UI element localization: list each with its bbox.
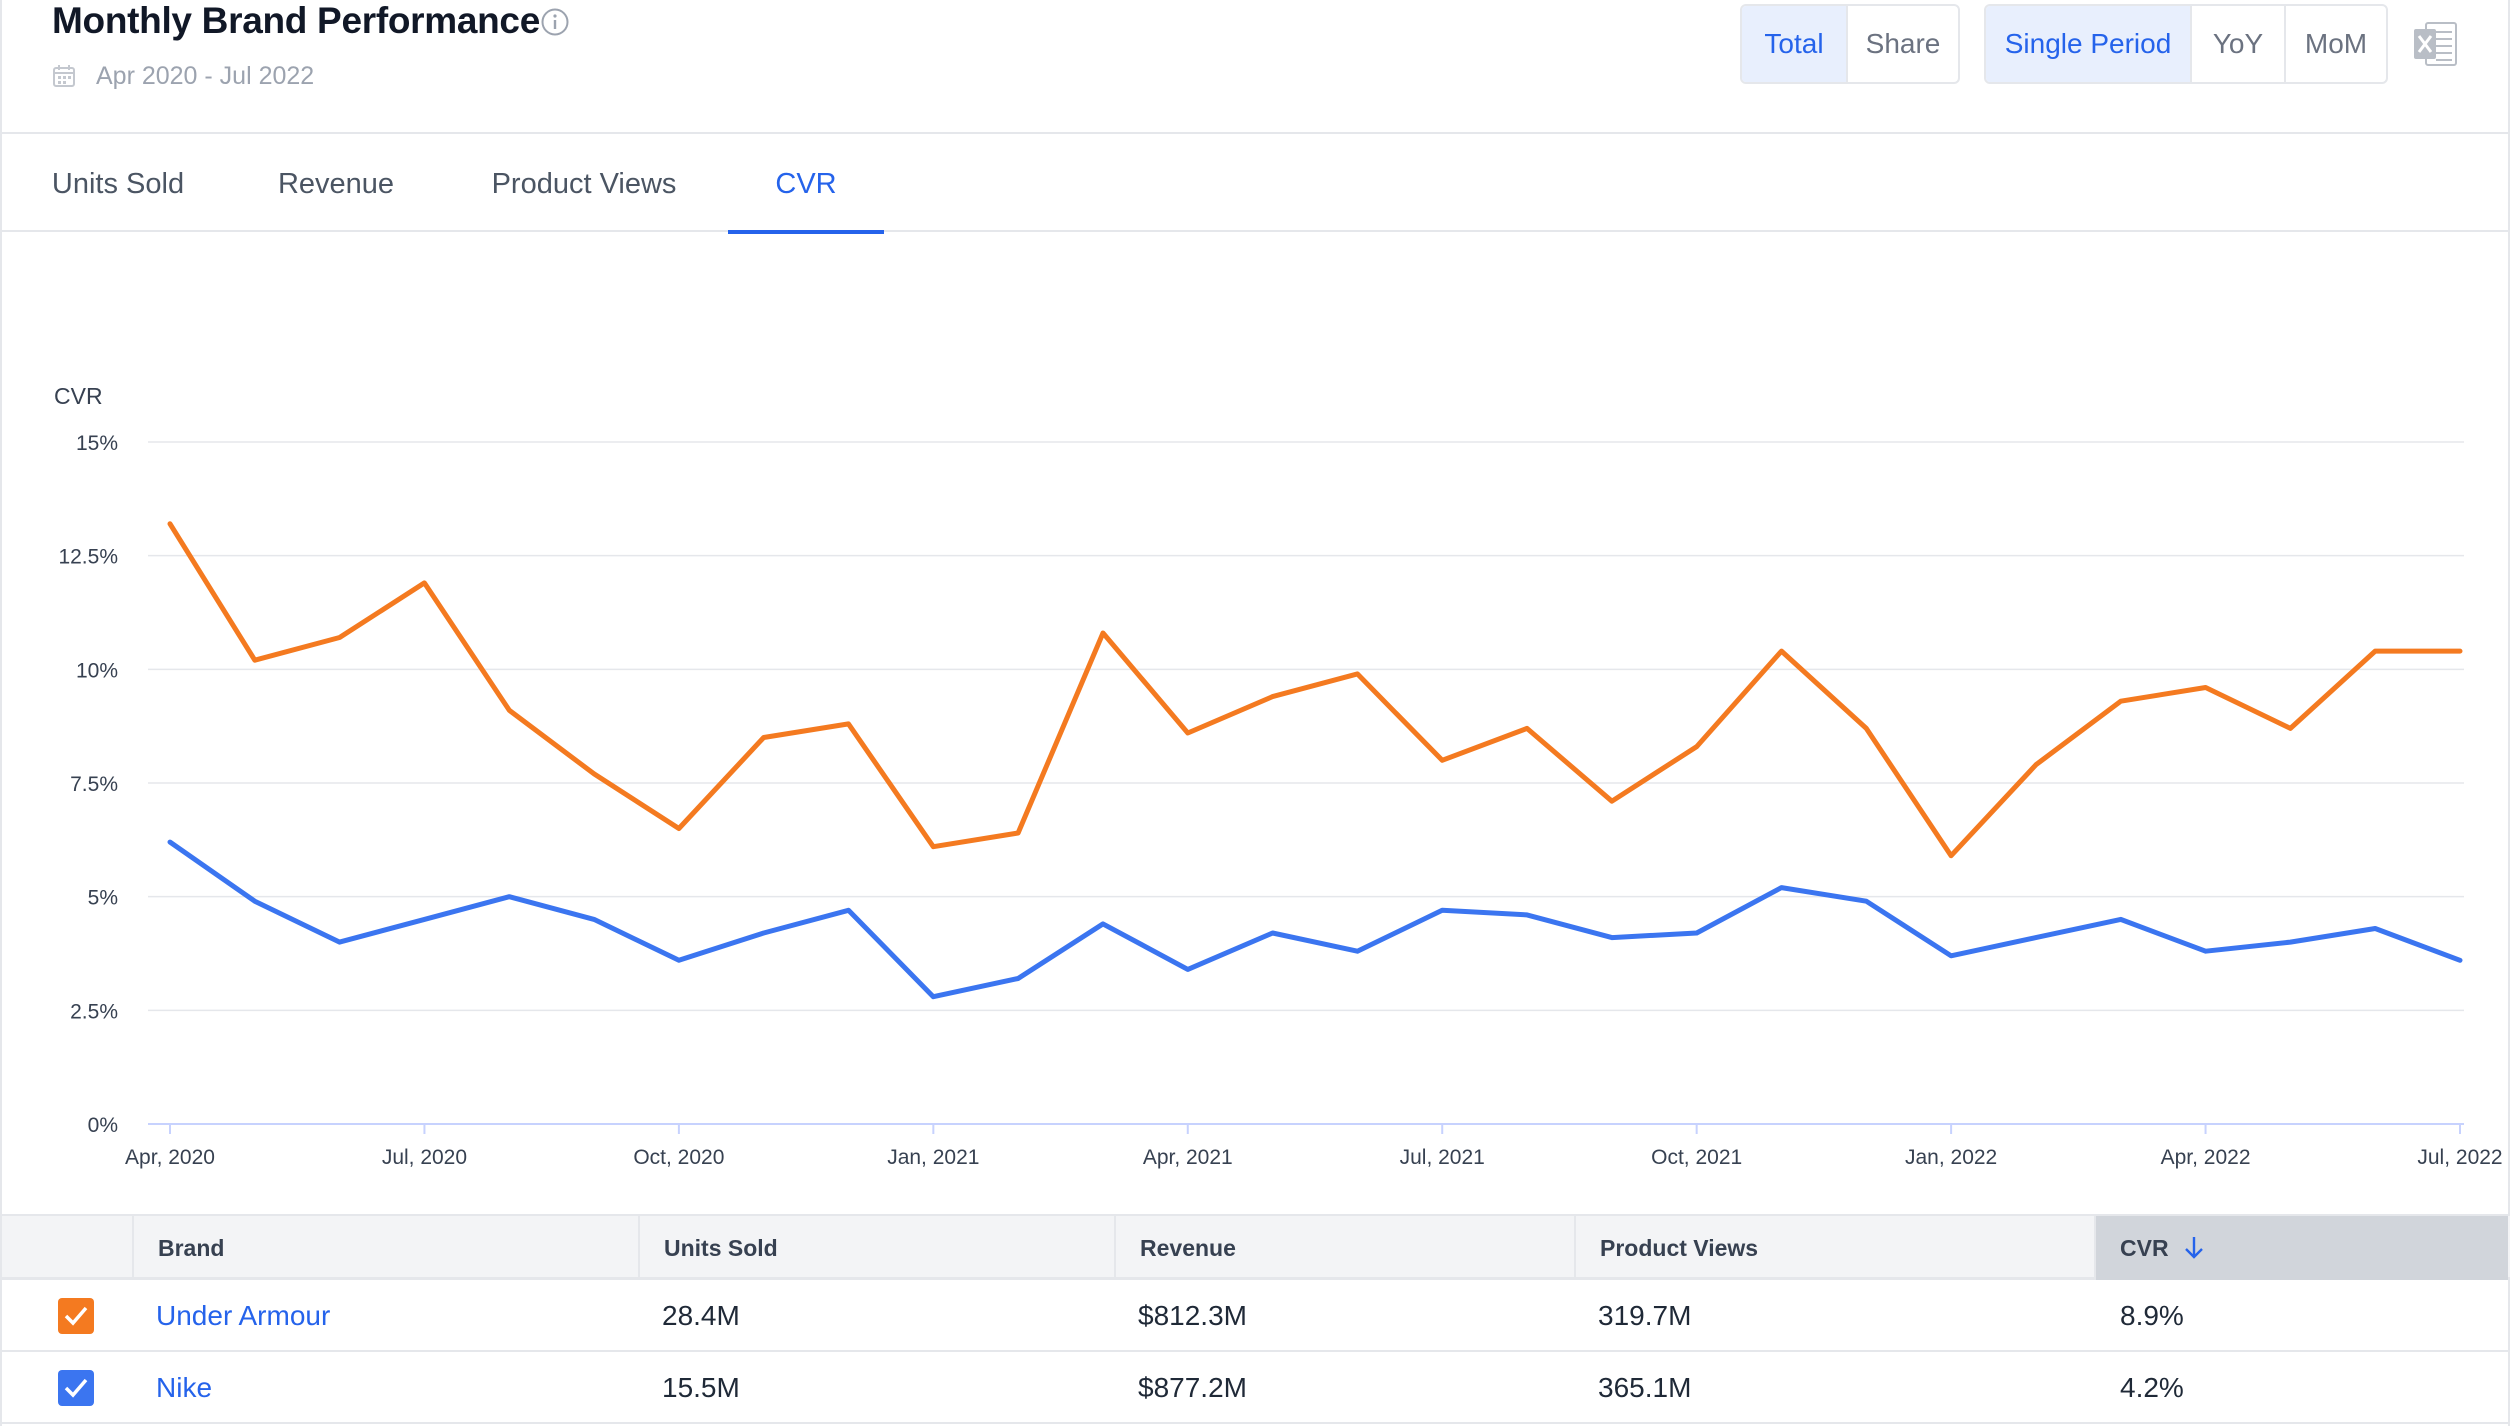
x-tick-label: Jul, 2020 (382, 1146, 467, 1169)
y-tick-label: 15% (76, 432, 118, 455)
row-select-cell (58, 1280, 98, 1352)
y-axis-title: CVR (54, 383, 103, 409)
series-line-1[interactable] (167, 521, 2463, 859)
chart-svg: 0% 2.5% 5% 7.5% 10% 12.5% 15% Apr, 2020 Jul, 20… (54, 383, 2503, 1169)
x-tick-label: Jul, 2022 (2417, 1146, 2502, 1169)
y-tick-label: 2.5% (70, 1000, 118, 1023)
header-revenue[interactable]: Revenue (1114, 1216, 1574, 1280)
y-tick-label: 7.5% (70, 773, 118, 796)
row-select-cell (58, 1352, 98, 1424)
header-cvr[interactable]: CVR (2094, 1216, 2508, 1280)
date-range: Apr 2020 - Jul 2022 (52, 60, 314, 92)
cvr-value: 4.2% (2120, 1372, 2184, 1403)
x-tick-label: Apr, 2022 (2161, 1146, 2251, 1169)
share-button[interactable]: Share (1865, 28, 1941, 59)
page-title: Monthly Brand Performance (52, 0, 540, 41)
units-sold-value: 28.4M (662, 1300, 740, 1331)
x-tick-label: Jan, 2021 (887, 1146, 979, 1169)
tab-product-views[interactable]: Product Views (491, 167, 677, 200)
metric-tabs: Units Sold Revenue Product Views CVR (2, 136, 2510, 234)
y-tick-label: 12.5% (58, 546, 118, 569)
single-period-button[interactable]: Single Period (1986, 6, 2192, 82)
header-select-cell (2, 1216, 132, 1280)
period-toggle: Single Period YoY MoM (1984, 4, 2388, 84)
total-button[interactable]: Total (1742, 6, 1848, 82)
y-tick-label: 0% (88, 1114, 118, 1137)
header-units-sold[interactable]: Units Sold (638, 1216, 1114, 1280)
table-row: Under Armour 28.4M $812.3M 319.7M 8.9% (2, 1280, 2510, 1352)
y-tick-label: 10% (76, 659, 118, 682)
check-icon (64, 1306, 88, 1326)
header-product-views[interactable]: Product Views (1574, 1216, 2094, 1280)
mode-toggle: Total Share (1740, 4, 1960, 84)
panel-header: Monthly Brand Performance Apr 2020 - Jul… (2, 0, 2510, 134)
product-views-value: 319.7M (1598, 1300, 1692, 1331)
header-brand[interactable]: Brand (132, 1216, 638, 1280)
cvr-line-chart: 0% 2.5% 5% 7.5% 10% 12.5% 15% Apr, 2020 Jul, 20… (2, 234, 2510, 1214)
sort-descending-icon (2184, 1237, 2203, 1259)
under-armour-checkbox[interactable] (58, 1298, 94, 1334)
x-tick-label: Apr, 2021 (1143, 1146, 1233, 1169)
brand-link[interactable]: Under Armour (156, 1300, 331, 1331)
tab-cvr[interactable]: CVR (728, 136, 884, 234)
check-icon (64, 1378, 88, 1398)
calendar-icon (53, 65, 75, 87)
brand-table: Brand Units Sold Revenue Product Views C… (2, 1214, 2510, 1424)
table-row: Nike 15.5M $877.2M 365.1M 4.2% (2, 1352, 2510, 1424)
date-range-text: Apr 2020 - Jul 2022 (96, 61, 315, 90)
revenue-value: $812.3M (1138, 1300, 1247, 1331)
product-views-value: 365.1M (1598, 1372, 1692, 1403)
x-tick-label: Oct, 2020 (633, 1146, 724, 1169)
tab-units-sold[interactable]: Units Sold (51, 167, 185, 200)
nike-checkbox[interactable] (58, 1370, 94, 1406)
brand-link[interactable]: Nike (156, 1372, 213, 1403)
x-tick-label: Oct, 2021 (1651, 1146, 1742, 1169)
x-tick-label: Apr, 2020 (125, 1146, 215, 1169)
x-tick-label: Jul, 2021 (1400, 1146, 1485, 1169)
revenue-value: $877.2M (1138, 1372, 1247, 1403)
info-icon[interactable] (540, 7, 570, 37)
header-cvr-label: CVR (2120, 1234, 2169, 1261)
tab-revenue[interactable]: Revenue (277, 167, 395, 200)
y-tick-label: 5% (88, 887, 118, 910)
series-line-2[interactable] (167, 839, 2463, 1000)
units-sold-value: 15.5M (662, 1372, 740, 1403)
table-header: Brand Units Sold Revenue Product Views C… (2, 1214, 2510, 1280)
cvr-value: 8.9% (2120, 1300, 2184, 1331)
excel-export-icon[interactable] (2412, 20, 2458, 68)
yoy-button[interactable]: YoY (2192, 6, 2286, 82)
mom-button[interactable]: MoM (2304, 28, 2368, 59)
x-tick-label: Jan, 2022 (1905, 1146, 1997, 1169)
